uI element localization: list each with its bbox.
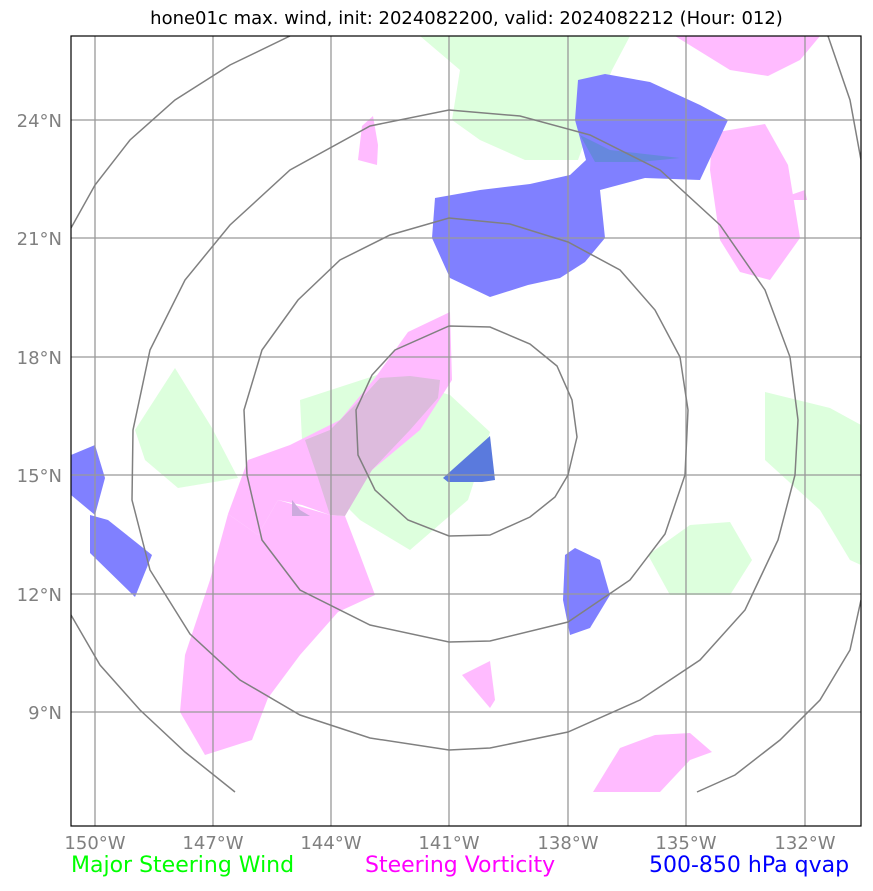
overlap-region [305,376,440,516]
lon-label: 135°W [655,833,716,854]
legend-steering-wind: Major Steering Wind [71,853,295,878]
legend-qvap: 500-850 hPa qvap [649,853,850,878]
legend-steering-vorticity: Steering Vorticity [365,853,556,878]
lat-label: 21°N [17,229,62,250]
lat-label: 12°N [17,585,62,606]
steering-vorticity-regions [180,36,820,792]
qvap-regions [71,74,728,635]
map-title: hone01c max. wind, init: 2024082200, val… [150,8,783,29]
lon-label: 132°W [774,833,835,854]
latitude-labels: 24°N 21°N 18°N 15°N 12°N 9°N [17,111,62,724]
lat-label: 9°N [28,703,62,724]
lon-label: 147°W [182,833,243,854]
gridlines [71,36,861,826]
lat-label: 24°N [17,111,62,132]
lon-label: 144°W [300,833,361,854]
map-frame [70,35,862,827]
lat-label: 18°N [17,348,62,369]
range-rings [71,36,861,793]
lon-label: 150°W [64,833,125,854]
longitude-labels: 150°W 147°W 144°W 141°W 138°W 135°W 132°… [64,833,835,854]
lon-label: 141°W [418,833,479,854]
lat-label: 15°N [17,466,62,487]
lon-label: 138°W [537,833,598,854]
